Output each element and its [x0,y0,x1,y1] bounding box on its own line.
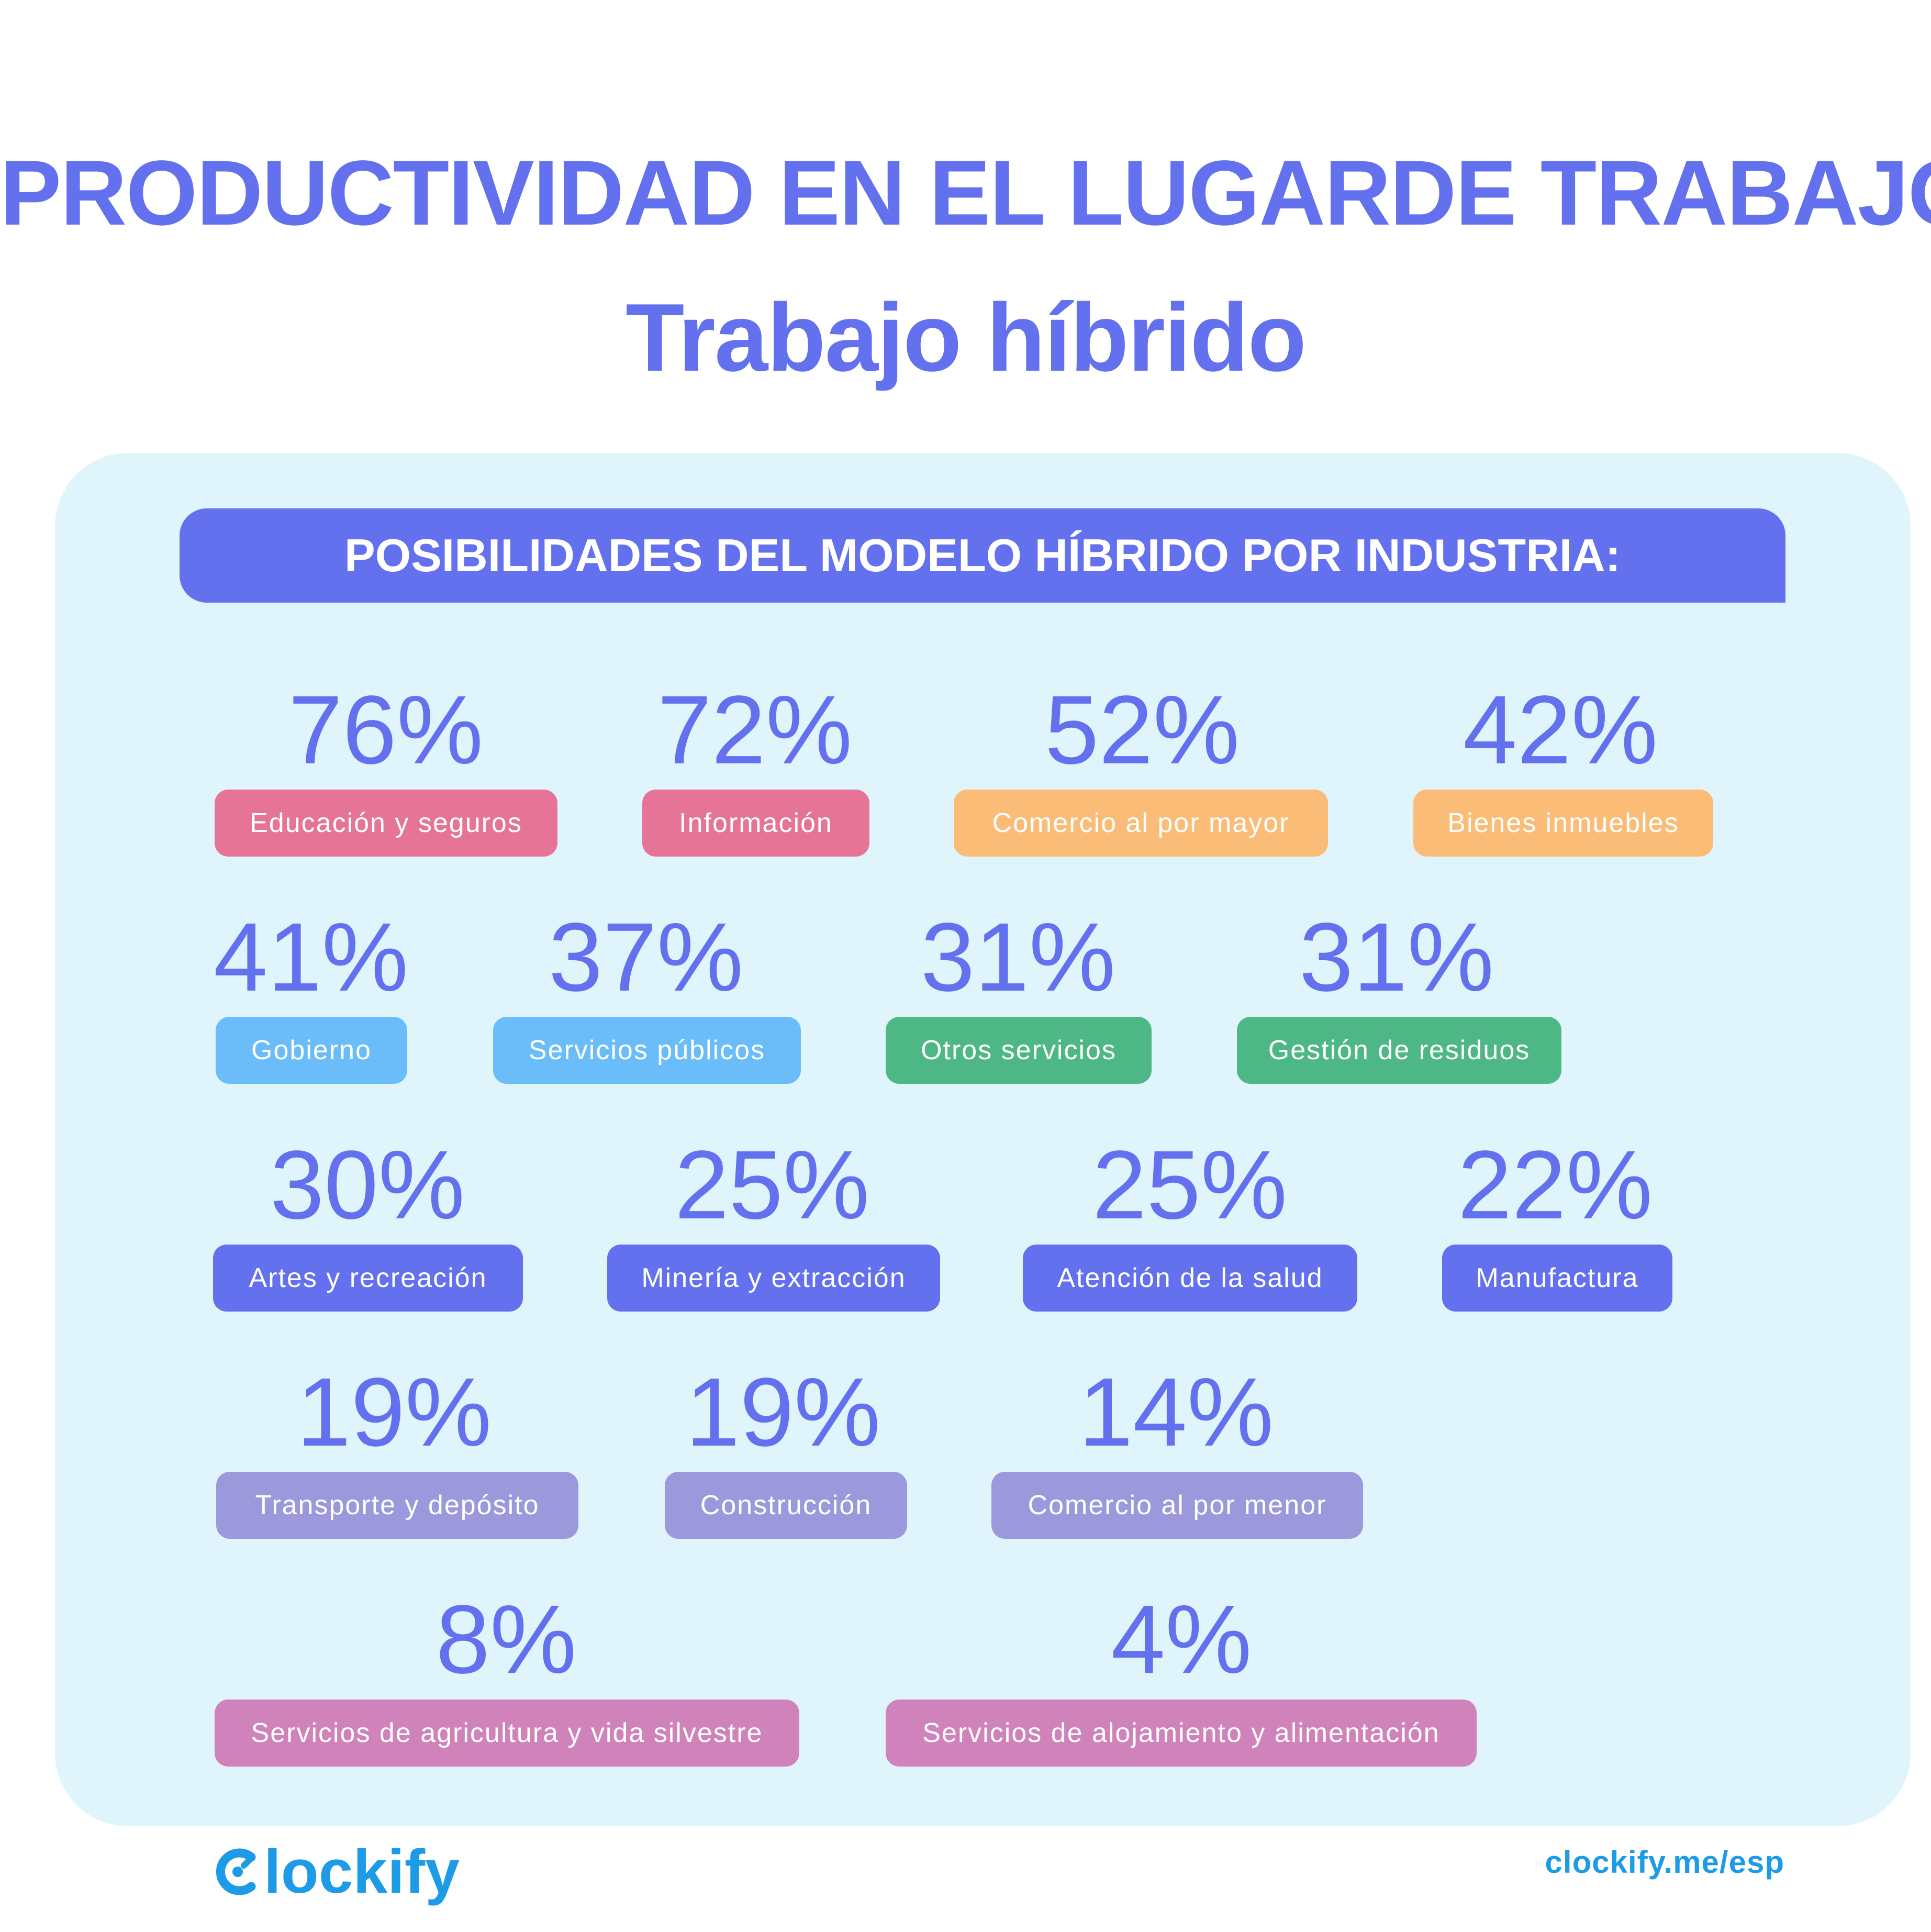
stat-value: 8% [436,1585,577,1694]
stat-label: Servicios de alojamiento y alimentación [886,1700,1477,1767]
section-banner: POSIBILIDADES DEL MODELO HÍBRIDO POR IND… [180,508,1785,603]
stat-label: Minería y extracción [607,1245,940,1312]
stat-label: Bienes inmuebles [1413,790,1713,857]
stat-label: Gobierno [216,1017,407,1084]
stat-label: Servicios de agricultura y vida silvestr… [215,1700,799,1767]
stat-value: 41% [213,903,409,1012]
stat-value: 25% [674,1131,870,1239]
stat-label: Otros servicios [886,1017,1152,1084]
stat-value: 19% [685,1358,881,1467]
stat-label: Información [642,790,869,857]
clockify-logo-icon [216,1848,256,1895]
stat-value: 52% [1044,676,1240,784]
stat-value: 37% [548,903,744,1012]
stat-label: Atención de la salud [1023,1245,1357,1312]
page-subtitle: Trabajo híbrido [626,283,1307,391]
stat-value: 4% [1111,1585,1252,1694]
stat-value: 30% [270,1131,465,1239]
stat-label: Construcción [665,1472,907,1539]
page-title: PRODUCTIVIDAD EN EL LUGARDE TRABAJO [0,142,1931,245]
stat-value: 42% [1463,676,1658,784]
stat-value: 22% [1457,1131,1653,1239]
stat-value: 76% [288,676,484,784]
clockify-logo: lockify [214,1837,460,1906]
content-panel [55,453,1911,1826]
stat-value: 14% [1078,1358,1274,1467]
stat-value: 25% [1092,1131,1288,1239]
stat-value: 19% [296,1358,492,1467]
stat-label: Comercio al por menor [991,1472,1363,1539]
brand-name: lockify [264,1837,460,1906]
stat-value: 72% [657,676,853,784]
stat-label: Comercio al por mayor [954,790,1328,857]
stat-label: Gestión de residuos [1237,1017,1561,1084]
stat-label: Servicios públicos [493,1017,801,1084]
stat-label: Educación y seguros [215,790,557,857]
stat-label: Artes y recreación [213,1245,523,1312]
stat-label: Transporte y depósito [216,1472,578,1539]
stat-value: 31% [1299,903,1494,1012]
section-title: POSIBILIDADES DEL MODELO HÍBRIDO POR IND… [344,529,1621,581]
footer-url[interactable]: clockify.me/esp [1545,1845,1784,1880]
stat-value: 31% [920,903,1116,1012]
stat-label: Manufactura [1442,1245,1672,1312]
